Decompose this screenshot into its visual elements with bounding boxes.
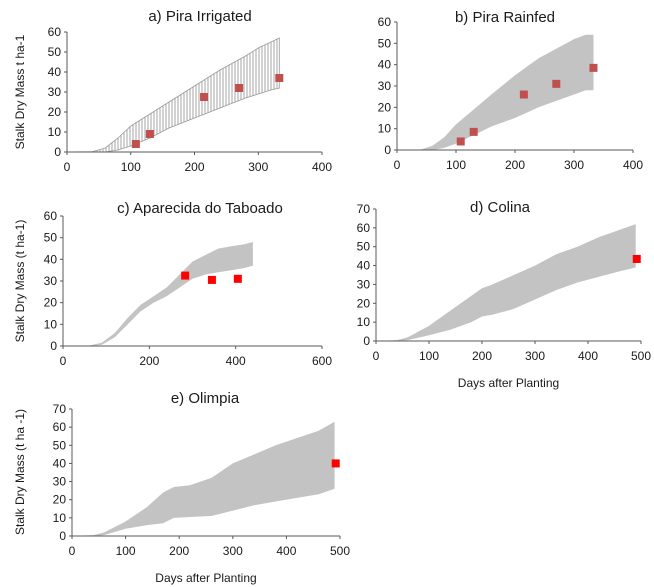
- y-tick-label: 10: [378, 122, 392, 136]
- y-tick-label: 10: [53, 511, 67, 525]
- x-tick-label: 200: [169, 544, 189, 558]
- y-tick-label: 60: [48, 25, 62, 39]
- y-tick-label: 20: [357, 296, 371, 310]
- y-tick-label: 40: [48, 65, 62, 79]
- x-tick-label: 0: [69, 544, 76, 558]
- x-tick-label: 0: [394, 158, 401, 172]
- y-tick-label: 50: [378, 36, 392, 50]
- y-tick-label: 20: [44, 296, 58, 310]
- y-axis-label: Stalk Dry Mass (t ha -1): [13, 409, 27, 535]
- observed-point: [200, 93, 209, 101]
- y-tick-label: 40: [378, 58, 392, 72]
- x-axis-label: Days after Planting: [155, 571, 256, 585]
- y-tick-label: 0: [54, 145, 61, 159]
- x-tick-label: 300: [525, 349, 545, 363]
- observed-point: [207, 275, 216, 284]
- y-tick-label: 10: [357, 315, 371, 329]
- x-tick-label: 100: [419, 349, 439, 363]
- x-tick-label: 0: [373, 349, 380, 363]
- x-tick-label: 400: [578, 349, 598, 363]
- y-tick-label: 30: [48, 85, 62, 99]
- panel-e: e) Olimpia Stalk Dry Mass (t ha -1) Days a…: [13, 390, 350, 585]
- x-tick-label: 0: [64, 160, 71, 174]
- simulation-range-band: [376, 224, 636, 341]
- simulation-range-band: [72, 421, 335, 536]
- y-tick-label: 30: [357, 277, 371, 291]
- x-tick-label: 500: [330, 544, 350, 558]
- simulation-range-band: [397, 34, 594, 150]
- y-tick-label: 40: [357, 259, 371, 273]
- y-tick-label: 50: [48, 45, 62, 59]
- x-tick-label: 100: [116, 544, 136, 558]
- x-tick-label: 100: [446, 158, 466, 172]
- y-tick-label: 60: [53, 420, 67, 434]
- y-tick-label: 0: [59, 529, 66, 543]
- observed-point: [331, 459, 340, 468]
- y-tick-label: 40: [44, 252, 58, 266]
- observed-point: [181, 271, 190, 280]
- y-tick-label: 10: [44, 317, 58, 331]
- y-axis-label: Stalk Dry Mass (t ha-1): [13, 220, 27, 343]
- y-tick-label: 50: [53, 438, 67, 452]
- y-tick-label: 30: [53, 475, 67, 489]
- chart-title: a) Pira Irrigated: [148, 8, 251, 25]
- x-axis-label: Days after Planting: [458, 376, 559, 390]
- panel-c: c) Aparecida do Taboado Stalk Dry Mass (t…: [13, 200, 332, 368]
- x-tick-label: 100: [121, 160, 141, 174]
- x-tick-label: 300: [248, 160, 268, 174]
- y-tick-label: 60: [44, 209, 58, 223]
- chart-title: c) Aparecida do Taboado: [117, 200, 283, 217]
- y-tick-label: 70: [53, 402, 67, 416]
- observed-point: [131, 140, 140, 148]
- x-tick-label: 200: [139, 354, 159, 368]
- y-tick-label: 60: [357, 221, 371, 235]
- y-tick-label: 50: [44, 231, 58, 245]
- x-tick-label: 200: [184, 160, 204, 174]
- x-tick-label: 400: [312, 160, 332, 174]
- y-tick-label: 0: [384, 143, 391, 157]
- x-tick-label: 400: [276, 544, 296, 558]
- x-tick-label: 400: [623, 158, 643, 172]
- y-tick-label: 30: [378, 79, 392, 93]
- observed-point: [145, 130, 154, 138]
- observed-point: [235, 84, 244, 92]
- y-tick-label: 50: [357, 240, 371, 254]
- x-tick-label: 200: [472, 349, 492, 363]
- x-tick-label: 400: [226, 354, 246, 368]
- y-axis-label: Stalk Dry Mass t ha-1: [13, 34, 27, 149]
- observed-point: [519, 90, 528, 99]
- observed-point: [469, 127, 478, 136]
- x-tick-label: 200: [505, 158, 525, 172]
- observed-point: [275, 74, 284, 82]
- y-tick-label: 20: [48, 105, 62, 119]
- chart-title: d) Colina: [470, 199, 531, 216]
- y-tick-label: 0: [50, 339, 57, 353]
- x-tick-label: 600: [312, 354, 332, 368]
- y-tick-label: 40: [53, 456, 67, 470]
- x-tick-label: 300: [564, 158, 584, 172]
- chart-title: b) Pira Rainfed: [455, 9, 555, 26]
- panel-b: b) Pira Rainfed 0 10 20 30 40 50 60 0 100 200 300 40…: [378, 9, 644, 172]
- observed-point: [589, 63, 598, 72]
- x-tick-label: 300: [223, 544, 243, 558]
- y-tick-label: 60: [378, 15, 392, 29]
- x-tick-label: 0: [60, 354, 67, 368]
- observed-point: [552, 79, 561, 88]
- y-tick-label: 10: [48, 125, 62, 139]
- observed-point: [456, 137, 465, 146]
- observed-point: [233, 274, 242, 283]
- simulation-range-band: [66, 37, 280, 153]
- y-tick-label: 20: [378, 100, 392, 114]
- panel-a: a) Pira Irrigated Stalk Dry Mass t ha-1 0 1…: [13, 8, 332, 174]
- y-tick-label: 20: [53, 493, 67, 507]
- x-tick-label: 500: [631, 349, 651, 363]
- y-tick-label: 0: [363, 334, 370, 348]
- panel-d: d) Colina Days after Planting 0 10 20 30 40 50 6…: [357, 199, 652, 390]
- y-tick-label: 30: [44, 274, 58, 288]
- simulation-range-band: [63, 242, 253, 346]
- chart-title: e) Olimpia: [171, 390, 240, 407]
- observed-point: [632, 254, 641, 263]
- y-tick-label: 70: [357, 202, 371, 216]
